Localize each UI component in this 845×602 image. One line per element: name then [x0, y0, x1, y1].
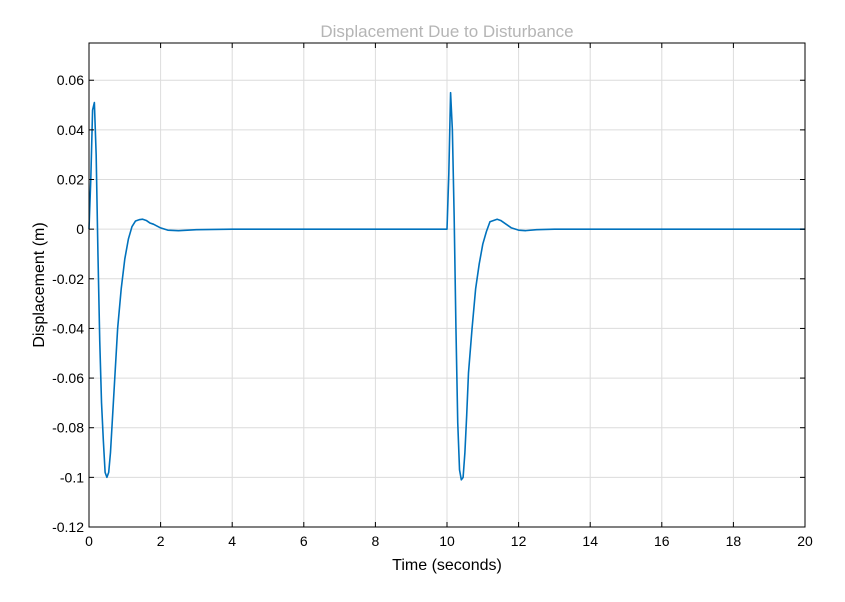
x-tick-label: 10: [439, 533, 455, 549]
y-tick-label: -0.04: [52, 320, 84, 336]
x-tick-label: 16: [654, 533, 670, 549]
x-tick-label: 8: [372, 533, 380, 549]
x-tick-label: 2: [157, 533, 165, 549]
x-tick-label: 18: [726, 533, 742, 549]
y-tick-label: -0.08: [52, 420, 84, 436]
y-axis-label: Displacement (m): [31, 222, 48, 347]
x-tick-label: 6: [300, 533, 308, 549]
y-tick-label: -0.02: [52, 271, 84, 287]
x-axis-label: Time (seconds): [392, 557, 502, 574]
y-tick-label: 0.02: [57, 172, 84, 188]
x-tick-label: 14: [582, 533, 598, 549]
series-layer: [88, 91, 805, 481]
y-tick-label: -0.12: [52, 519, 84, 535]
y-tick-label: -0.06: [52, 370, 84, 386]
y-tick-label: 0.06: [57, 72, 84, 88]
tick-layer: 0 2 4 6 8 10 12 14 16 18 20 0.06 0.04 0.02 0 -0.02 -0.04…: [52, 43, 813, 549]
chart-title: Displacement Due to Disturbance: [320, 22, 573, 41]
y-tick-label: 0: [76, 221, 84, 237]
x-tick-label: 12: [511, 533, 527, 549]
x-tick-label: 20: [797, 533, 813, 549]
y-tick-label: -0.1: [60, 469, 84, 485]
x-tick-label: 4: [228, 533, 236, 549]
series-line: [88, 91, 805, 481]
y-tick-label: 0.04: [57, 122, 84, 138]
x-tick-label: 0: [85, 533, 93, 549]
